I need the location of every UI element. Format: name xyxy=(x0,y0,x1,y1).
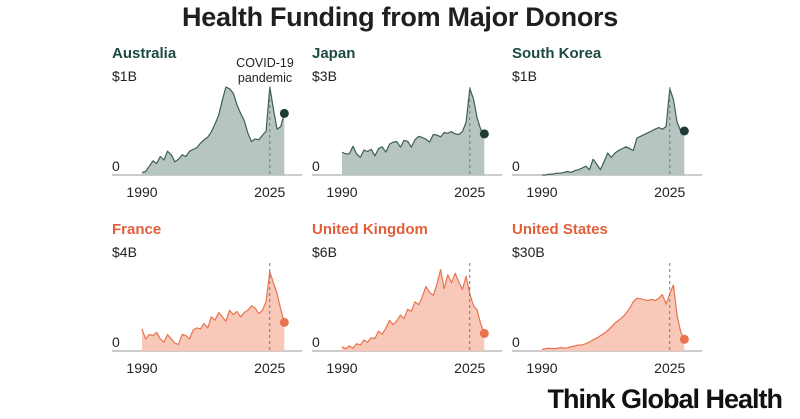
panel-japan: Japan $3B 0 1990 2025 xyxy=(312,45,512,220)
x-tick-label: 1990 xyxy=(126,360,157,376)
x-tick-label: 2025 xyxy=(254,360,285,376)
series-line xyxy=(541,284,685,351)
series-end-dot xyxy=(679,334,689,344)
series-end-dot xyxy=(479,129,489,139)
y-zero-label: 0 xyxy=(512,158,520,174)
chart-title: Health Funding from Major Donors xyxy=(182,2,618,32)
series-end-dot xyxy=(279,317,289,327)
panel-united-states: United States $30B 0 1990 2025 xyxy=(512,221,712,396)
panel-title: United Kingdom xyxy=(312,221,428,238)
x-tick-label: 1990 xyxy=(326,184,357,200)
series-area xyxy=(342,88,485,175)
series-end-dot xyxy=(479,328,489,338)
panel-south-korea: South Korea $1B 0 1990 2025 xyxy=(512,45,712,220)
series-end-dot xyxy=(679,126,689,136)
x-tick-label: 1990 xyxy=(526,184,557,200)
panel-title: South Korea xyxy=(512,45,602,62)
panel-chart-france: 0 1990 2025 xyxy=(112,263,302,376)
panel-chart-south-korea: 0 1990 2025 xyxy=(512,87,702,200)
series-area xyxy=(142,271,285,351)
panel-max-label: $1B xyxy=(112,68,137,84)
covid-annotation-line2: pandemic xyxy=(237,71,293,85)
y-zero-label: 0 xyxy=(112,158,120,174)
panel-chart-australia: 0 1990 2025 xyxy=(112,86,302,200)
series-line xyxy=(542,88,685,176)
x-tick-label: 2025 xyxy=(654,360,685,376)
x-tick-label: 2025 xyxy=(454,360,485,376)
series-line xyxy=(141,86,285,173)
x-tick-label: 2025 xyxy=(654,184,685,200)
x-tick-label: 1990 xyxy=(326,360,357,376)
x-tick-label: 2025 xyxy=(454,184,485,200)
y-zero-label: 0 xyxy=(312,158,320,174)
panel-max-label: $6B xyxy=(312,244,337,260)
series-line xyxy=(341,87,485,158)
panel-max-label: $1B xyxy=(512,68,537,84)
series-area xyxy=(342,269,485,351)
series-area xyxy=(542,88,685,175)
panel-chart-japan: 0 1990 2025 xyxy=(312,87,502,200)
panel-title: Japan xyxy=(312,45,356,62)
panel-title: United States xyxy=(512,221,608,238)
panel-united-kingdom: United Kingdom $6B 0 1990 2025 xyxy=(312,221,512,396)
x-tick-label: 2025 xyxy=(254,184,285,200)
y-zero-label: 0 xyxy=(312,334,320,350)
panel-title: Australia xyxy=(112,45,177,62)
panel-max-label: $4B xyxy=(112,244,137,260)
series-area xyxy=(542,285,685,351)
series-line xyxy=(141,271,285,345)
covid-annotation: COVID-19 pandemic xyxy=(225,56,305,86)
panel-title: France xyxy=(112,221,162,238)
panel-france: France $4B 0 1990 2025 xyxy=(112,221,312,396)
panel-max-label: $30B xyxy=(512,244,545,260)
y-zero-label: 0 xyxy=(112,334,120,350)
panel-chart-united-kingdom: 0 1990 2025 xyxy=(312,263,502,376)
series-line xyxy=(341,269,485,350)
panel-max-label: $3B xyxy=(312,68,337,84)
y-zero-label: 0 xyxy=(512,334,520,350)
brand-logo: Think Global Health xyxy=(547,384,783,414)
series-end-dot xyxy=(279,108,289,118)
covid-annotation-line1: COVID-19 xyxy=(236,56,294,70)
x-tick-label: 1990 xyxy=(126,184,157,200)
series-area xyxy=(142,87,285,175)
panel-chart-united-states: 0 1990 2025 xyxy=(512,263,702,376)
panel-australia: Australia $1B 0 1990 2025 xyxy=(112,45,312,220)
x-tick-label: 1990 xyxy=(526,360,557,376)
